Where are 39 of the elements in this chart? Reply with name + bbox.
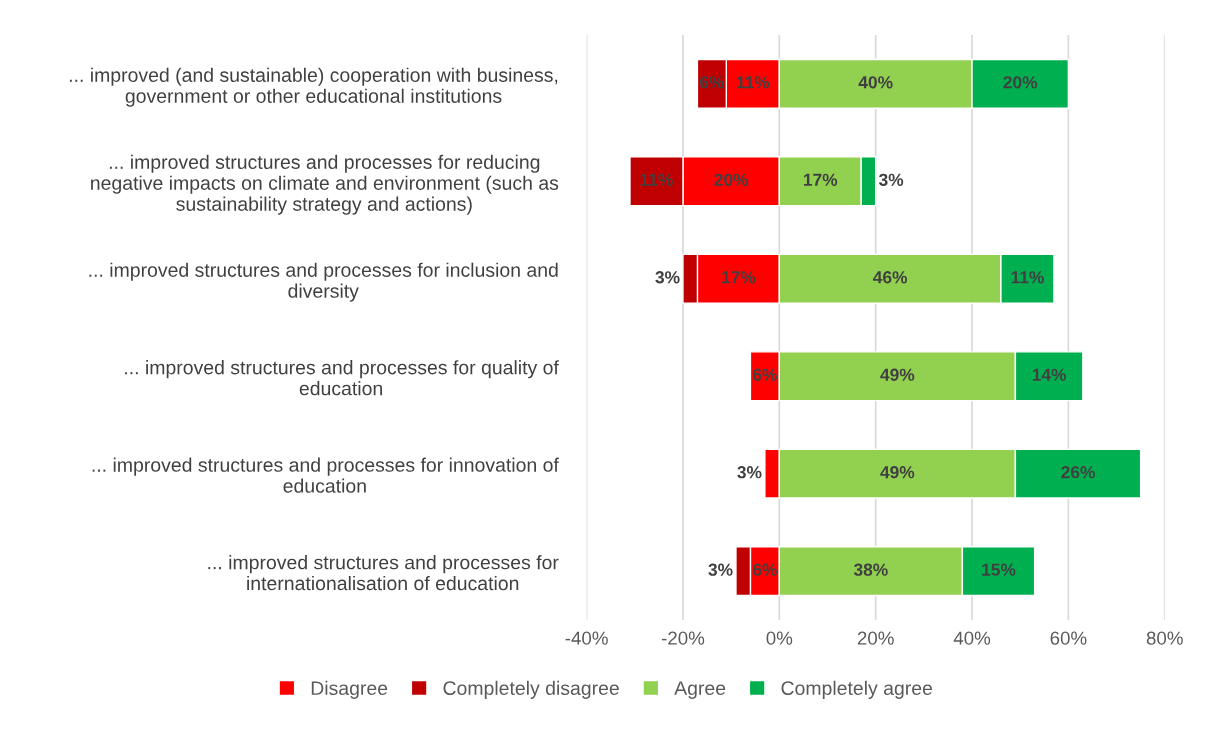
- data-label: 17%: [803, 173, 838, 186]
- data-label: 11%: [640, 173, 673, 186]
- data-label: 3%: [708, 563, 733, 576]
- data-label: 20%: [714, 173, 749, 186]
- x-tick-label: 40%: [953, 631, 991, 645]
- x-tick-label: 60%: [1050, 631, 1087, 645]
- data-label: 38%: [853, 563, 888, 576]
- y-tick-label: ... improved structures and processes for innovation of education: [92, 457, 559, 493]
- data-label: 40%: [858, 76, 893, 89]
- data-label: 46%: [873, 271, 908, 284]
- x-tick-label: 20%: [857, 631, 894, 645]
- y-tick-label: ... improved (and sustainable) cooperation with business, government or other educational institutions: [69, 67, 558, 107]
- y-tick-label: ... improved structures and processes for quality of education: [125, 360, 559, 396]
- data-label: 11%: [1011, 271, 1044, 284]
- legend-label: Disagree: [311, 680, 388, 699]
- data-label: 3%: [737, 466, 762, 479]
- y-tick-label: ... improved structures and processes for inclusion and diversity: [89, 262, 558, 302]
- data-label: 3%: [878, 173, 904, 186]
- legend-label: Completely disagree: [443, 680, 619, 699]
- data-label: 20%: [1003, 76, 1038, 89]
- data-label: 49%: [880, 466, 915, 479]
- x-tick-label: 0%: [766, 631, 793, 645]
- legend-label: Completely agree: [781, 680, 933, 699]
- data-label: 26%: [1061, 466, 1095, 479]
- data-label: 6%: [752, 563, 777, 576]
- y-tick-label: ... improved structures and processes for internationalisation of education: [208, 555, 559, 591]
- x-tick-label: -20%: [661, 631, 705, 645]
- x-tick-label: -40%: [565, 631, 608, 645]
- data-label: 11%: [737, 76, 770, 89]
- data-label: 14%: [1032, 368, 1067, 381]
- data-label: 3%: [655, 271, 680, 284]
- data-label: 17%: [722, 271, 756, 284]
- data-label: 49%: [880, 368, 915, 381]
- x-tick-label: 80%: [1146, 631, 1183, 645]
- data-label: 6%: [752, 368, 777, 381]
- legend-label: Agree: [674, 681, 726, 699]
- data-label: 15%: [982, 563, 1016, 576]
- y-tick-label: ... improved structures and processes for reducing negative impacts on climate and environment (such as sustainability strategy and actions): [91, 154, 559, 215]
- data-label: 6%: [699, 76, 724, 89]
